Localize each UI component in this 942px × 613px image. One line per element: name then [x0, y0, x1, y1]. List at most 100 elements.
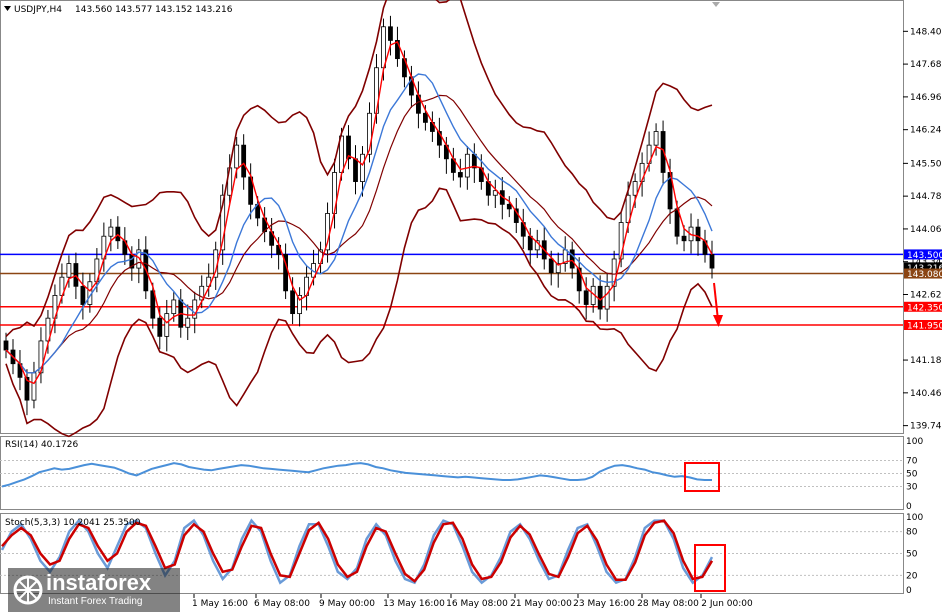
time-axis-label: 1 May 16:00 [192, 599, 248, 609]
instaforex-logo: instaforex Instant Forex Trading [8, 568, 180, 612]
logo-mark-icon [13, 575, 43, 605]
rsi-line [1, 462, 712, 488]
time-axis-label: 9 May 00:00 [319, 599, 375, 609]
price-axis-label: 144.780 [910, 192, 942, 202]
rsi-scale-label: 0 [906, 502, 912, 512]
candle-body [24, 376, 30, 401]
slow-ma-line [5, 73, 713, 374]
candle-body [171, 299, 177, 315]
price-axis-label: 146.240 [910, 126, 942, 136]
time-axis-label: 28 May 08:00 [637, 599, 699, 609]
candle-body [241, 144, 247, 178]
candle-body [220, 194, 226, 251]
rsi-scale-label: 30 [906, 483, 918, 493]
forecast-arrow-line [713, 282, 719, 321]
candle-body [506, 203, 512, 210]
price-axis-label: 148.400 [910, 27, 942, 37]
candle-body [290, 290, 295, 315]
forecast-arrow-icon [713, 315, 723, 327]
symbol-label: USDJPY,H4 [14, 5, 62, 15]
stoch-main-line [0, 518, 714, 585]
candle-body [381, 26, 386, 69]
candle-body [555, 263, 561, 274]
price-panel-frame [0, 0, 904, 434]
candle-body [108, 226, 114, 237]
stoch-label: Stoch(5,3,3) 10.2041 25.3500 [5, 518, 141, 528]
candle-body [604, 285, 610, 310]
candle-body [38, 340, 44, 374]
ohlc-label: 143.560 143.577 143.152 143.216 [75, 5, 233, 15]
price-tag-label: 141.950 [907, 322, 942, 332]
bollinger-lower [5, 187, 713, 438]
time-axis-label: 2 Jun 00:00 [701, 599, 753, 609]
candle-body [80, 285, 86, 305]
candle-body [31, 372, 37, 401]
price-tag-label: 143.500 [907, 251, 942, 261]
rsi-scale-label: 70 [906, 457, 918, 467]
rsi-scale-label: 50 [906, 470, 918, 480]
candle-body [73, 263, 79, 287]
time-axis-label: 21 May 00:00 [510, 599, 572, 609]
stoch-scale-label: 0 [906, 586, 912, 596]
candle-body [388, 26, 393, 41]
price-axis-label: 146.960 [910, 93, 942, 103]
candle-body [192, 299, 198, 319]
candle-body [457, 172, 463, 178]
candle-body [66, 263, 72, 278]
candle-body [164, 313, 170, 337]
candle-body [423, 112, 428, 123]
candle-body [157, 317, 163, 337]
candle-body [136, 249, 142, 269]
candle-body [45, 317, 51, 342]
price-axis-label: 145.500 [910, 159, 942, 169]
stoch-scale-label: 50 [906, 550, 918, 560]
candle-body [576, 267, 582, 292]
candle-body [681, 235, 687, 242]
price-tag-bg [904, 301, 942, 312]
stoch-signal-line [1, 519, 714, 583]
candle-body [436, 131, 442, 146]
rsi-scale-label: 100 [906, 437, 923, 447]
candle-body [548, 258, 554, 274]
collapse-triangle-icon[interactable] [4, 6, 11, 11]
bollinger-middle [5, 94, 713, 374]
candle-body [674, 208, 680, 237]
logo-brand: instaforex [46, 570, 152, 595]
time-axis-label: 6 May 08:00 [254, 599, 310, 609]
price-tag-label: 143.080 [907, 270, 942, 280]
candle-body [632, 181, 638, 196]
price-axis-label: 147.680 [910, 60, 942, 70]
candle-body [3, 340, 9, 351]
rsi-highlight-box [684, 462, 720, 492]
candle-body [492, 190, 498, 196]
candle-body [234, 144, 240, 169]
price-axis-label: 144.060 [910, 225, 942, 235]
stoch-scale-label: 20 [906, 571, 918, 581]
price-tag-bg [904, 249, 942, 260]
stoch-layer [0, 518, 903, 585]
bollinger-upper [5, 0, 713, 337]
rsi-layer [0, 460, 903, 488]
axis-layer: 148.400 147.680 146.960 146.240 145.500 144.7… [192, 27, 942, 609]
candle-body [464, 153, 470, 178]
candle-body [611, 258, 617, 287]
candle-body [569, 249, 575, 269]
price-axis-label: 142.620 [910, 290, 942, 300]
logo-tagline: Instant Forex Trading [48, 596, 143, 607]
candle-body [346, 135, 351, 160]
candle-body [653, 131, 659, 146]
candle-body [360, 153, 365, 182]
candle-body [660, 131, 666, 173]
time-axis-label: 16 May 08:00 [446, 599, 508, 609]
candle-body [297, 295, 302, 315]
candle-body [618, 222, 624, 260]
price-tag-bg [904, 268, 942, 279]
stoch-highlight-box [694, 544, 726, 592]
candle-body [597, 285, 603, 310]
candle-body [353, 158, 358, 182]
candle-body [709, 254, 715, 269]
scroll-marker-icon [712, 2, 720, 7]
candle-body [625, 194, 631, 223]
price-axis-label: 141.180 [910, 356, 942, 366]
